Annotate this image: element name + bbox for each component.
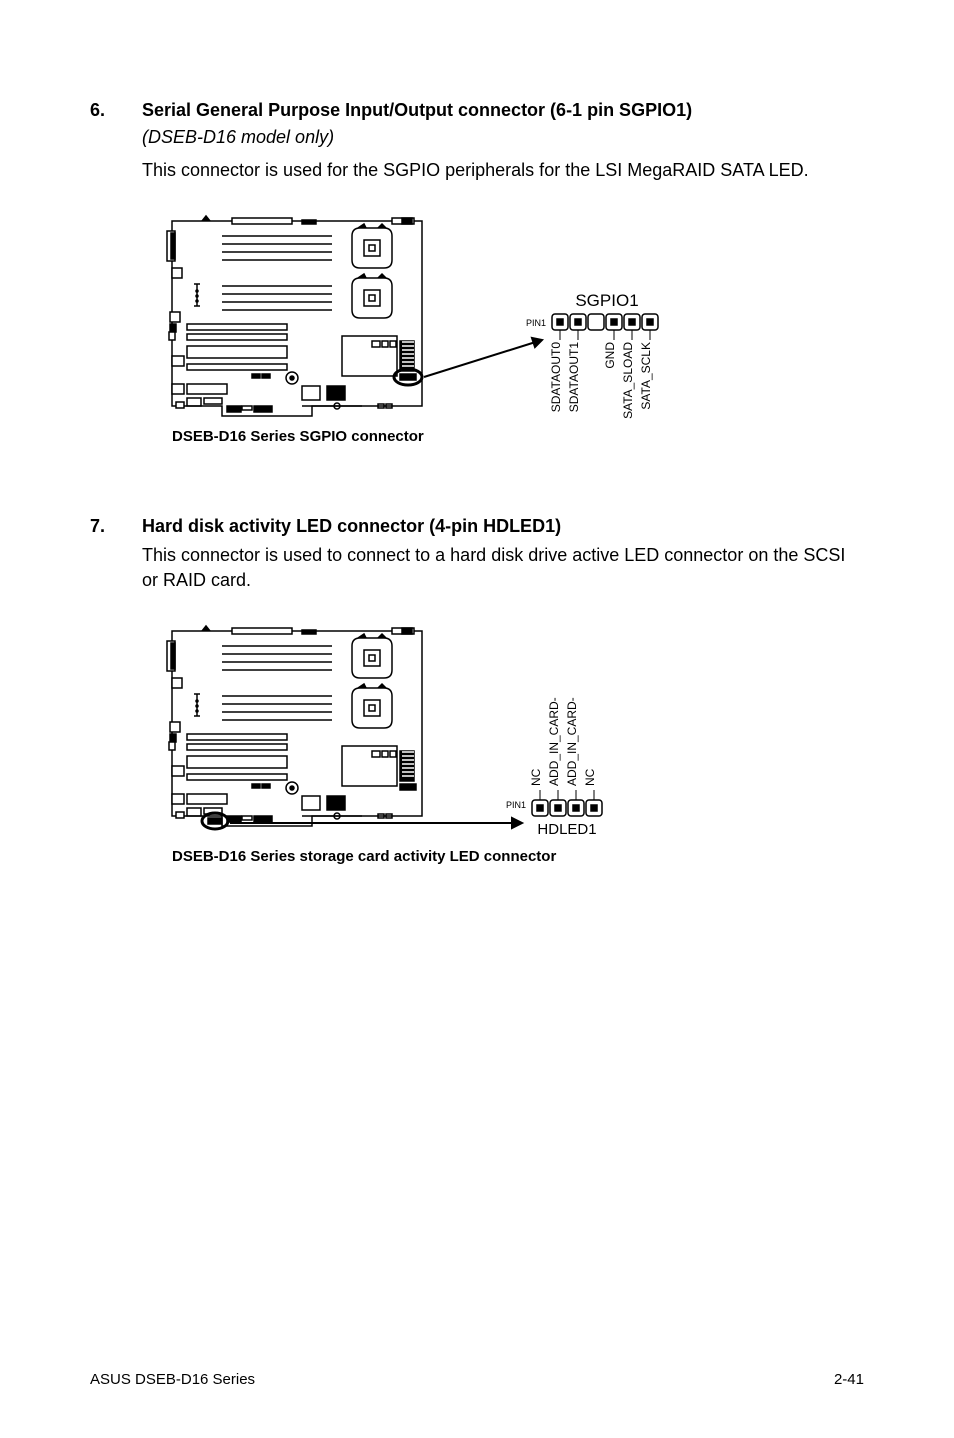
- sgpio-pin-4: SATA_SLOAD: [621, 342, 635, 419]
- section-7-diagram: NC ADD_IN_CARD- ADD_IN_CARD- NC PIN1: [142, 616, 864, 876]
- section-6: 6. Serial General Purpose Input/Output c…: [90, 100, 864, 466]
- section-7-title: Hard disk activity LED connector (4-pin …: [142, 516, 561, 537]
- section-6-diagram-caption: DSEB-D16 Series SGPIO connector: [172, 428, 424, 445]
- page-footer: ASUS DSEB-D16 Series 2-41: [90, 1371, 864, 1388]
- hdled-pin-1: ADD_IN_CARD-: [547, 697, 561, 786]
- hdled-pin-3: NC: [583, 768, 597, 786]
- sgpio-pin-5: SATA_SCLK: [639, 342, 653, 410]
- section-7-diagram-caption: DSEB-D16 Series storage card activity LE…: [172, 848, 556, 865]
- section-6-title: Serial General Purpose Input/Output conn…: [142, 100, 692, 121]
- section-6-number: 6.: [90, 100, 142, 121]
- hdled-header-label: HDLED1: [537, 821, 596, 838]
- sgpio-pin1-label: PIN1: [526, 318, 546, 328]
- section-6-heading: 6. Serial General Purpose Input/Output c…: [90, 100, 864, 121]
- sgpio-header-label: SGPIO1: [575, 291, 638, 310]
- section-7: 7. Hard disk activity LED connector (4-p…: [90, 516, 864, 876]
- section-7-body: This connector is used to connect to a h…: [142, 543, 864, 592]
- section-7-number: 7.: [90, 516, 142, 537]
- sgpio-pin-0: SDATAOUT0: [549, 342, 563, 413]
- sgpio-pin-3: GND: [603, 342, 617, 369]
- hdled-pin1-label: PIN1: [506, 800, 526, 810]
- section-7-heading: 7. Hard disk activity LED connector (4-p…: [90, 516, 864, 537]
- hdled-pin-2: ADD_IN_CARD-: [565, 697, 579, 786]
- section-6-body: This connector is used for the SGPIO per…: [142, 158, 864, 182]
- footer-left: ASUS DSEB-D16 Series: [90, 1371, 255, 1388]
- section-6-subtitle: (DSEB-D16 model only): [142, 127, 864, 148]
- section-6-diagram: SGPIO1 PIN1: [142, 206, 864, 466]
- sgpio-pin-1: SDATAOUT1: [567, 342, 581, 413]
- hdled-pin-0: NC: [529, 768, 543, 786]
- footer-right: 2-41: [834, 1371, 864, 1388]
